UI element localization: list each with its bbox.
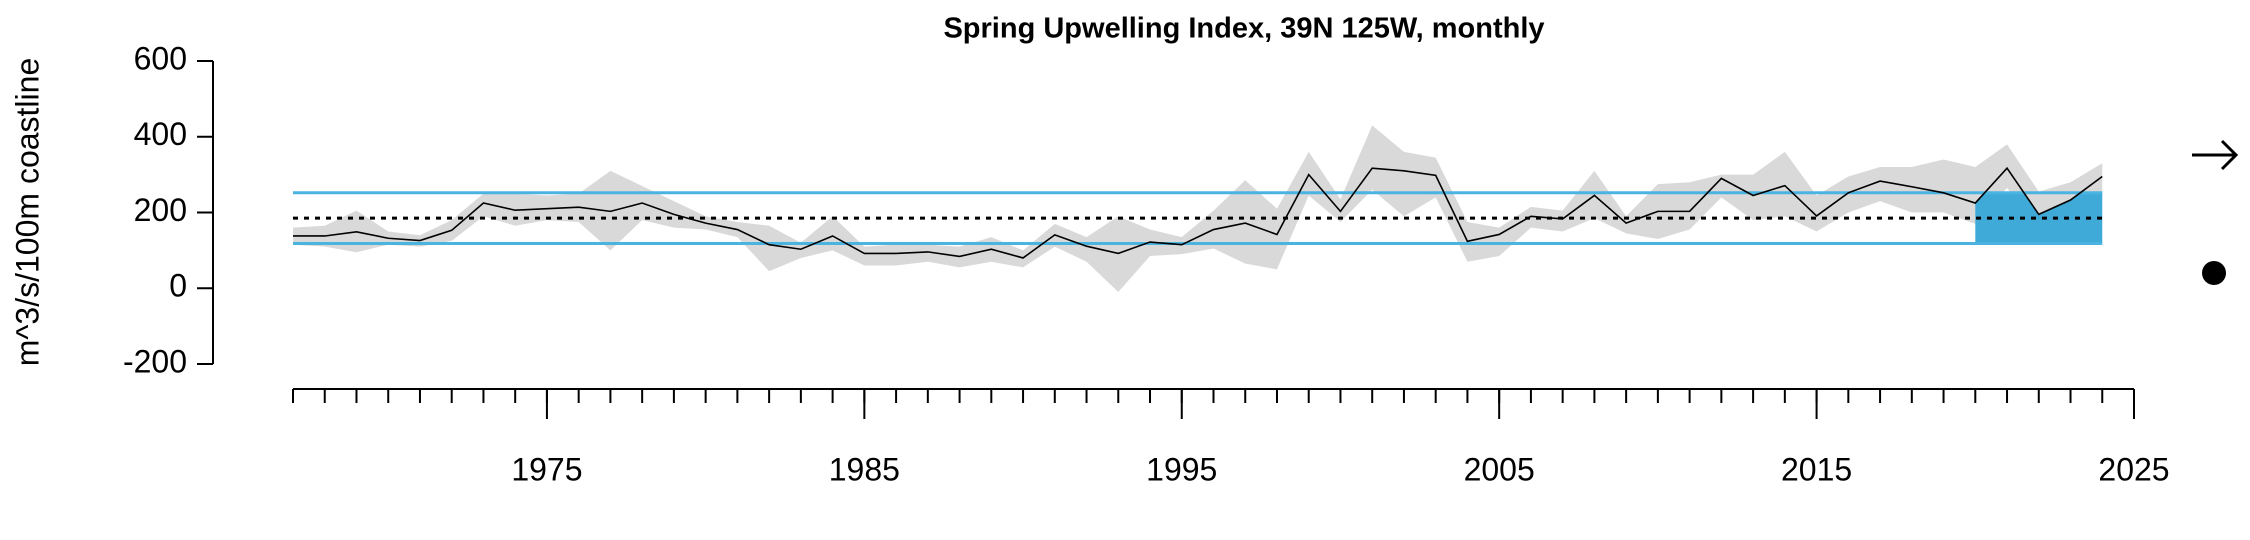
x-tick-label: 2025 [2098, 451, 2169, 487]
x-tick-label: 2015 [1781, 451, 1852, 487]
status-dot [2202, 261, 2226, 285]
y-tick-label: 0 [169, 268, 187, 304]
y-tick-label: 400 [134, 116, 187, 152]
arrow-head [2220, 139, 2239, 171]
x-tick-label: 2005 [1464, 451, 1535, 487]
y-tick-label: -200 [123, 343, 187, 379]
chart-title: Spring Upwelling Index, 39N 125W, monthl… [943, 13, 1544, 45]
x-tick-label: 1995 [1146, 451, 1217, 487]
x-tick-label: 1985 [829, 451, 900, 487]
recent-highlight [1975, 192, 2103, 244]
y-tick-label: 200 [134, 192, 187, 228]
y-tick-label: 600 [134, 40, 187, 76]
data-line [293, 166, 2103, 259]
uncertainty-band [293, 125, 2103, 293]
y-axis-label: m^3/s/100m coastline [9, 58, 45, 366]
x-tick-label: 1975 [511, 451, 582, 487]
trend-arrow [2192, 139, 2239, 171]
